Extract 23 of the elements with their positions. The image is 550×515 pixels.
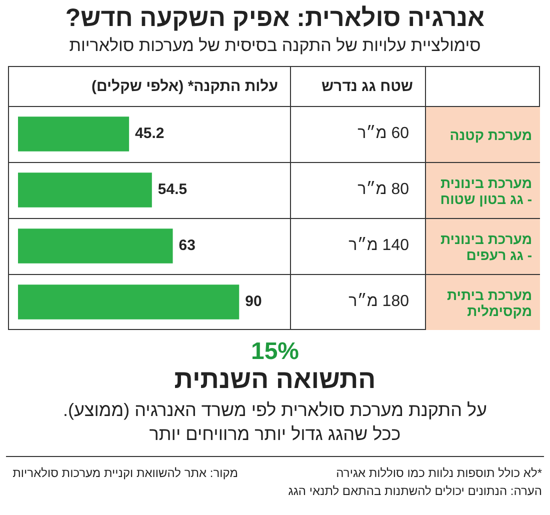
data-label: 90: [245, 293, 262, 310]
text: התשואה השנתית: [173, 364, 377, 395]
data-label: 63: [178, 237, 196, 254]
y-tick-label: מערכת קטנה: [425, 106, 540, 162]
text: 15%: [250, 338, 300, 366]
y-tick-label: מערכת בינונית - גג בטון שטוח: [425, 162, 540, 218]
y-tick-label: מערכת ביתית מקסימלית: [425, 274, 540, 330]
text: מקור: אתר להשוואת וקניית מערכות סולאריות: [12, 465, 238, 482]
y-tick-label: מערכת בינונית - גג רעפים: [425, 218, 540, 274]
text: סימולציית עלויות של התקנה בסיסית של מערכות סולאריות: [68, 36, 482, 56]
text: שטח גג נדרש: [320, 76, 414, 96]
text: 180 מ״ר: [348, 292, 410, 312]
text: ככל שהגג גדול יותר מרוויחים יותר: [148, 424, 402, 445]
data-label: 54.5: [158, 181, 188, 198]
text: *לא כולל תוספות נלוות כמו סוללות אגירה: [335, 465, 542, 482]
text: 60 מ״ר: [356, 124, 410, 144]
text: על התקנת מערכת סולארית לפי משרד האנרגיה (ממוצע).: [62, 400, 488, 421]
data-label: 45.2: [135, 125, 164, 142]
text: 140 מ״ר: [348, 236, 410, 256]
chart-title: אנרגיה סולארית: אפיק השקעה חדש?: [64, 4, 486, 33]
x-axis-title: עלות התקנה* (אלפי שקלים): [90, 76, 279, 96]
text: הערה: הנתונים יכולים להשתנות בהתאם לתנאי הגג: [287, 483, 542, 500]
text: 80 מ״ר: [356, 180, 410, 200]
